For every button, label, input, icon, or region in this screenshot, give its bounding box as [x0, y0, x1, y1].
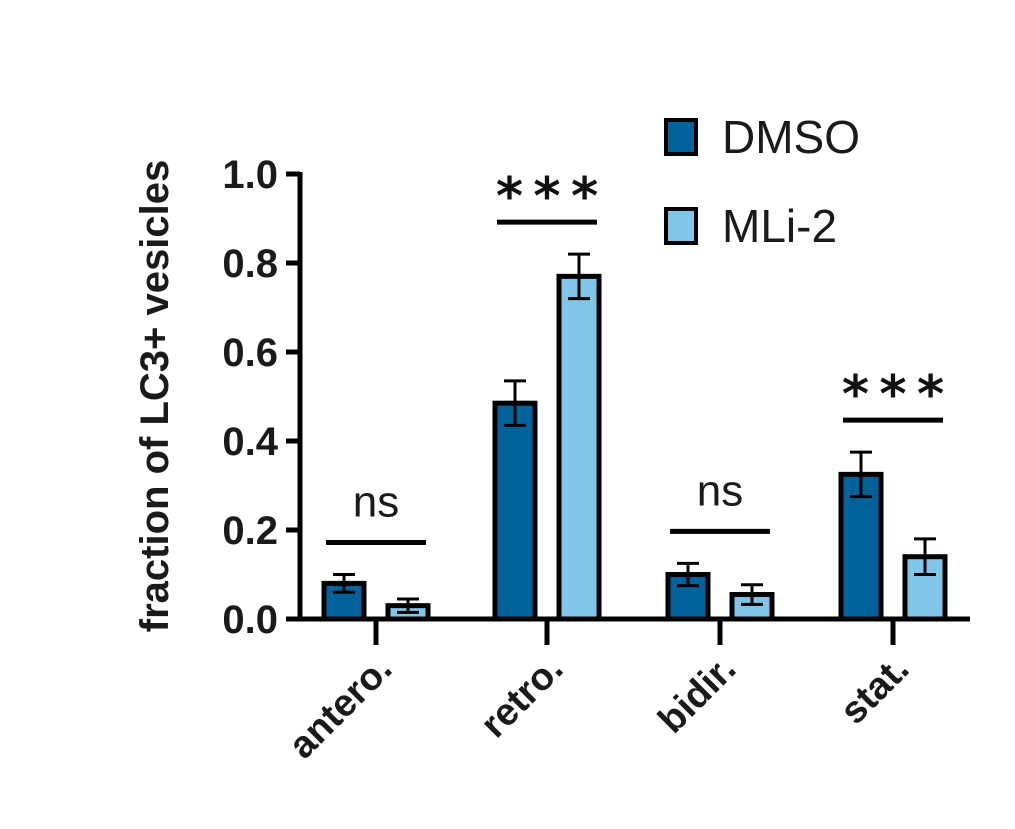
- y-tick-label: 0.0: [222, 598, 278, 642]
- y-axis-label: fraction of LC3+ vesicles: [133, 160, 177, 632]
- legend-label: DMSO: [722, 111, 860, 163]
- bar-dmso-retro: [492, 400, 538, 622]
- error-bars: [333, 252, 936, 614]
- legend-swatch-mli-2: [664, 207, 698, 245]
- legend: DMSO MLi-2: [664, 111, 860, 252]
- y-axis: 0.0 0.2 0.4 0.6 0.8 1.0: [222, 153, 303, 642]
- x-tick-label: retro.: [473, 648, 571, 746]
- x-axis: antero. retro. bidir. stat.: [281, 616, 970, 767]
- y-tick-label: 0.2: [222, 509, 278, 553]
- legend-swatch-dmso: [664, 118, 698, 156]
- significance-label: * * *: [496, 167, 598, 227]
- significance-annotations: ns * * * ns * * *: [326, 167, 944, 545]
- legend-label: MLi-2: [722, 200, 837, 252]
- bars: [321, 273, 948, 622]
- significance-label: ns: [697, 466, 743, 515]
- significance-label: ns: [353, 478, 399, 527]
- x-tick-label: stat.: [832, 648, 917, 733]
- x-tick-label: bidir.: [650, 648, 744, 742]
- bar-mli-2-retro: [556, 273, 602, 622]
- y-tick-label: 0.4: [222, 420, 278, 464]
- y-tick-label: 0.8: [222, 242, 278, 286]
- significance-label: * * *: [842, 365, 944, 425]
- x-tick-label: antero.: [281, 648, 400, 767]
- y-tick-label: 0.6: [222, 331, 278, 375]
- y-tick-label: 1.0: [222, 153, 278, 197]
- bar-dmso-stat: [838, 471, 884, 622]
